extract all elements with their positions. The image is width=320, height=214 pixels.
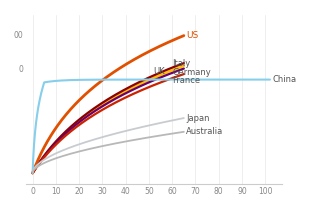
Text: UK: UK (154, 67, 165, 76)
Text: Italy: Italy (172, 59, 190, 68)
Text: 0: 0 (18, 65, 23, 74)
Text: Australia: Australia (186, 127, 223, 136)
Text: France: France (172, 76, 200, 85)
Text: US: US (186, 31, 198, 40)
Text: Japan: Japan (186, 114, 210, 123)
Text: China: China (272, 75, 296, 84)
Text: Germany: Germany (172, 68, 211, 77)
Text: 00: 00 (13, 31, 23, 40)
